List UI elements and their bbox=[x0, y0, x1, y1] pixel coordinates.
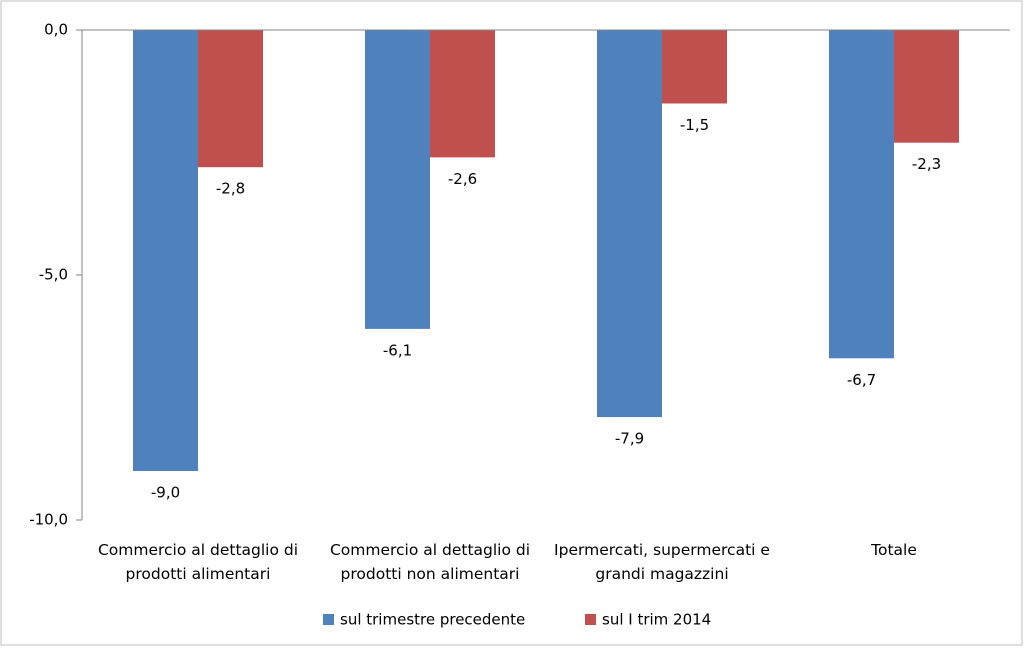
value-label: -6,7 bbox=[847, 371, 876, 389]
y-tick-label: -10,0 bbox=[29, 511, 68, 529]
legend-swatch bbox=[323, 614, 334, 625]
x-tick-label: Commercio al dettaglio di prodotti non a… bbox=[329, 541, 531, 583]
legend-label: sul trimestre precedente bbox=[340, 611, 525, 629]
value-label: -2,8 bbox=[216, 180, 245, 198]
value-label: -1,5 bbox=[680, 116, 709, 134]
bar bbox=[133, 30, 198, 471]
bar bbox=[365, 30, 430, 329]
x-tick-label: Ipermercati, supermercati e grandi magaz… bbox=[554, 541, 770, 583]
value-label: -6,1 bbox=[383, 341, 412, 359]
bar bbox=[597, 30, 662, 418]
bar bbox=[430, 30, 495, 158]
value-label: -9,0 bbox=[151, 484, 180, 502]
bar bbox=[829, 30, 894, 359]
legend-swatch bbox=[585, 614, 596, 625]
bar bbox=[894, 30, 959, 143]
x-tick-label: Commercio al dettaglio di prodotti alime… bbox=[97, 541, 299, 583]
bar bbox=[198, 30, 263, 168]
x-tick-label: Totale bbox=[871, 541, 917, 559]
bar bbox=[662, 30, 727, 104]
y-tick-label: -5,0 bbox=[39, 266, 68, 284]
legend-label: sul I trim 2014 bbox=[602, 611, 711, 629]
value-label: -2,3 bbox=[912, 155, 941, 173]
value-label: -7,9 bbox=[615, 430, 644, 448]
y-tick-label: 0,0 bbox=[44, 21, 68, 39]
value-label: -2,6 bbox=[448, 170, 477, 188]
